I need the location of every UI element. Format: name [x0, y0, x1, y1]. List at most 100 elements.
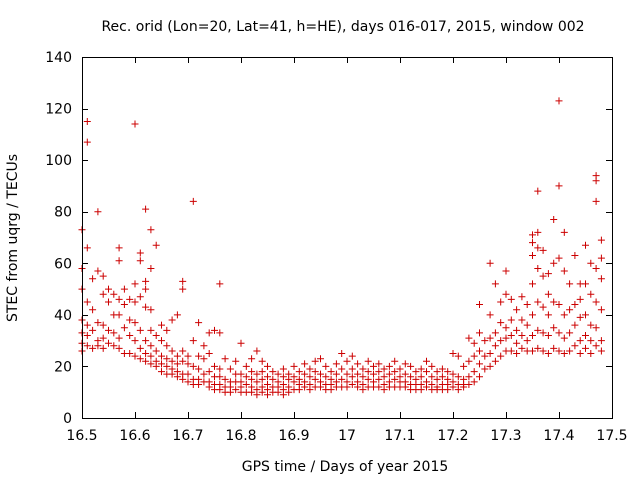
- data-point: [576, 295, 584, 303]
- data-point: [173, 360, 181, 368]
- data-point: [136, 326, 144, 334]
- data-point: [142, 303, 150, 311]
- data-point: [555, 301, 563, 309]
- data-point: [343, 383, 351, 391]
- data-point: [179, 285, 187, 293]
- data-point: [89, 326, 97, 334]
- data-point: [576, 350, 584, 358]
- data-point: [534, 228, 542, 236]
- data-point: [544, 350, 552, 358]
- data-point: [396, 365, 404, 373]
- data-point: [380, 365, 388, 373]
- data-point: [375, 368, 383, 376]
- y-tick-label: 40: [54, 308, 72, 324]
- data-point: [518, 344, 526, 352]
- chart-title: Rec. orid (Lon=20, Lat=41, h=HE), days 0…: [101, 19, 584, 35]
- data-point: [258, 375, 266, 383]
- data-point: [539, 347, 547, 355]
- data-point: [264, 373, 271, 381]
- data-point: [158, 321, 165, 329]
- data-point: [407, 362, 415, 370]
- data-point: [364, 357, 372, 365]
- data-point: [465, 380, 473, 388]
- data-point: [529, 347, 536, 355]
- data-point: [497, 319, 505, 327]
- data-point: [306, 373, 314, 381]
- data-point: [152, 331, 160, 339]
- data-point: [544, 311, 552, 319]
- data-point: [476, 301, 483, 309]
- data-point: [131, 298, 139, 306]
- data-point: [94, 267, 102, 275]
- x-axis-label: GPS time / Days of year 2015: [242, 459, 449, 475]
- data-point: [544, 331, 552, 339]
- y-tick-label: 80: [54, 205, 72, 221]
- data-point: [481, 352, 489, 360]
- data-point: [173, 352, 181, 360]
- data-point: [147, 326, 155, 334]
- data-point: [332, 360, 340, 368]
- data-point: [566, 329, 574, 337]
- data-point: [449, 370, 457, 378]
- data-point: [444, 386, 452, 394]
- data-point: [354, 370, 362, 378]
- data-point: [131, 120, 139, 128]
- data-point: [258, 388, 266, 396]
- data-point: [597, 347, 605, 355]
- data-point: [152, 362, 160, 370]
- data-point: [163, 342, 171, 350]
- data-point: [216, 280, 224, 288]
- data-point: [258, 357, 266, 365]
- data-point: [481, 365, 489, 373]
- data-point: [147, 306, 155, 314]
- data-point: [576, 337, 584, 345]
- data-point: [354, 360, 362, 368]
- data-point: [582, 344, 589, 352]
- data-point: [253, 347, 261, 355]
- data-point: [550, 344, 558, 352]
- data-point: [168, 370, 176, 378]
- data-point: [211, 326, 218, 334]
- data-point: [497, 337, 505, 345]
- data-point: [317, 383, 324, 391]
- data-point: [385, 362, 393, 370]
- data-point: [592, 264, 600, 272]
- data-point: [248, 368, 256, 376]
- data-point: [216, 386, 224, 394]
- x-tick-label: 17: [338, 428, 356, 444]
- data-point: [529, 239, 536, 247]
- data-point: [163, 355, 171, 363]
- y-axis: 0 20 40 60 80 100 120 140: [45, 50, 612, 427]
- data-point: [407, 373, 415, 381]
- data-point: [433, 375, 441, 383]
- data-point: [560, 334, 568, 342]
- data-point: [142, 337, 150, 345]
- data-point: [338, 375, 346, 383]
- data-point: [465, 334, 473, 342]
- data-points: [78, 97, 605, 399]
- data-point: [582, 331, 589, 339]
- data-point: [513, 306, 521, 314]
- data-point: [195, 365, 203, 373]
- data-point: [359, 386, 367, 394]
- x-tick-label: 17.3: [490, 428, 521, 444]
- data-point: [264, 391, 271, 399]
- data-point: [476, 347, 483, 355]
- data-point: [348, 380, 356, 388]
- data-point: [534, 344, 542, 352]
- data-point: [131, 280, 139, 288]
- data-point: [507, 295, 515, 303]
- data-point: [211, 362, 218, 370]
- data-point: [142, 277, 150, 285]
- data-point: [587, 290, 595, 298]
- data-point: [534, 264, 542, 272]
- data-point: [476, 360, 483, 368]
- data-point: [152, 347, 160, 355]
- data-point: [454, 352, 462, 360]
- data-point: [173, 311, 181, 319]
- data-point: [539, 272, 547, 280]
- data-point: [232, 357, 240, 365]
- data-point: [232, 386, 240, 394]
- data-point: [83, 298, 91, 306]
- data-point: [502, 290, 510, 298]
